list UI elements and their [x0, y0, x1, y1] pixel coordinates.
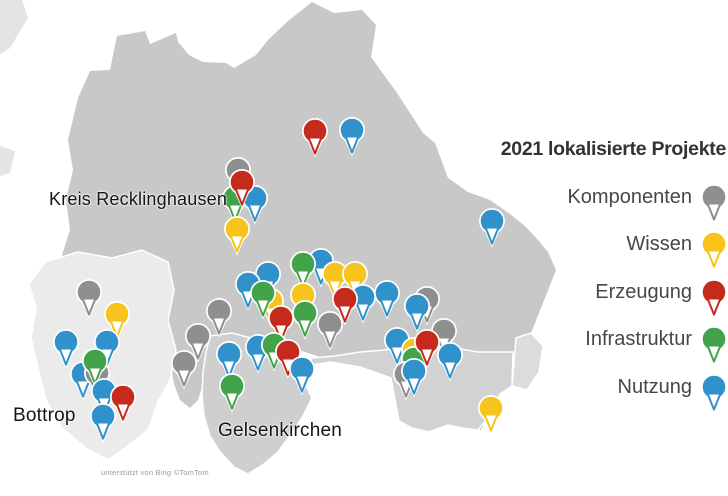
- region-edge-topleft: [0, 0, 28, 54]
- map-label-gelsenkirchen: Gelsenkirchen: [218, 420, 343, 441]
- map-label-bottrop: Bottrop: [13, 405, 76, 426]
- map-pin-infrastruktur: [249, 280, 277, 320]
- map-pin-nutzung: [436, 342, 464, 382]
- map-pin-komponenten: [205, 298, 233, 338]
- map-pin-wissen: [103, 301, 131, 341]
- map-pin-nutzung: [288, 356, 316, 396]
- map-pin-nutzung: [478, 208, 506, 248]
- legend-item-nutzung: Nutzung: [462, 364, 728, 414]
- map-pin-nutzung: [52, 329, 80, 369]
- infrastruktur-pin-icon: [700, 326, 728, 366]
- region-edge-left: [0, 146, 15, 176]
- legend-item-wissen: Wissen: [462, 221, 728, 271]
- legend-title: 2021 lokalisierte Projekte: [500, 138, 727, 160]
- komponenten-pin-icon: [700, 184, 728, 224]
- legend: 2021 lokalisierte Projekte Komponenten W…: [462, 0, 728, 496]
- map-pin-komponenten: [184, 323, 212, 363]
- map-pin-komponenten: [170, 350, 198, 390]
- map-pin-nutzung: [400, 358, 428, 398]
- map-pin-wissen: [321, 261, 349, 301]
- map-attribution: unterstützt von Bing ©TomTom: [101, 468, 209, 477]
- map-pin-nutzung: [215, 341, 243, 381]
- legend-item-komponenten: Komponenten: [462, 174, 728, 224]
- map-pin-wissen: [223, 216, 251, 256]
- region-far-right: [511, 332, 544, 391]
- map-pin-erzeugung: [413, 329, 441, 369]
- map-pin-erzeugung: [228, 169, 256, 209]
- legend-item-erzeugung: Erzeugung: [462, 269, 728, 319]
- legend-label-nutzung: Nutzung: [617, 375, 693, 398]
- map-pin-infrastruktur: [289, 251, 317, 291]
- map-pin-infrastruktur: [291, 300, 319, 340]
- map-pin-erzeugung: [301, 118, 329, 158]
- legend-label-komponenten: Komponenten: [567, 185, 692, 208]
- legend-label-erzeugung: Erzeugung: [595, 280, 692, 303]
- map-pin-infrastruktur: [218, 373, 246, 413]
- map-pin-komponenten: [75, 279, 103, 319]
- region-kreis-recklinghausen: [62, 2, 556, 432]
- wissen-pin-icon: [700, 231, 728, 271]
- erzeugung-pin-icon: [700, 279, 728, 319]
- legend-item-infrastruktur: Infrastruktur: [462, 316, 728, 366]
- map-pin-erzeugung: [109, 384, 137, 424]
- map-pin-nutzung: [338, 117, 366, 157]
- map-pin-nutzung: [373, 280, 401, 320]
- map-label-kreis-recklinghausen: Kreis Recklinghausen: [49, 189, 228, 209]
- map-pin-nutzung: [89, 403, 117, 443]
- legend-label-wissen: Wissen: [626, 232, 692, 255]
- map-pin-wissen: [477, 395, 505, 435]
- map-pin-erzeugung: [331, 286, 359, 326]
- map-pin-komponenten: [316, 311, 344, 351]
- map-pin-nutzung: [403, 293, 431, 333]
- legend-label-infrastruktur: Infrastruktur: [585, 327, 692, 350]
- nutzung-pin-icon: [700, 374, 728, 414]
- map-pin-infrastruktur: [81, 348, 109, 388]
